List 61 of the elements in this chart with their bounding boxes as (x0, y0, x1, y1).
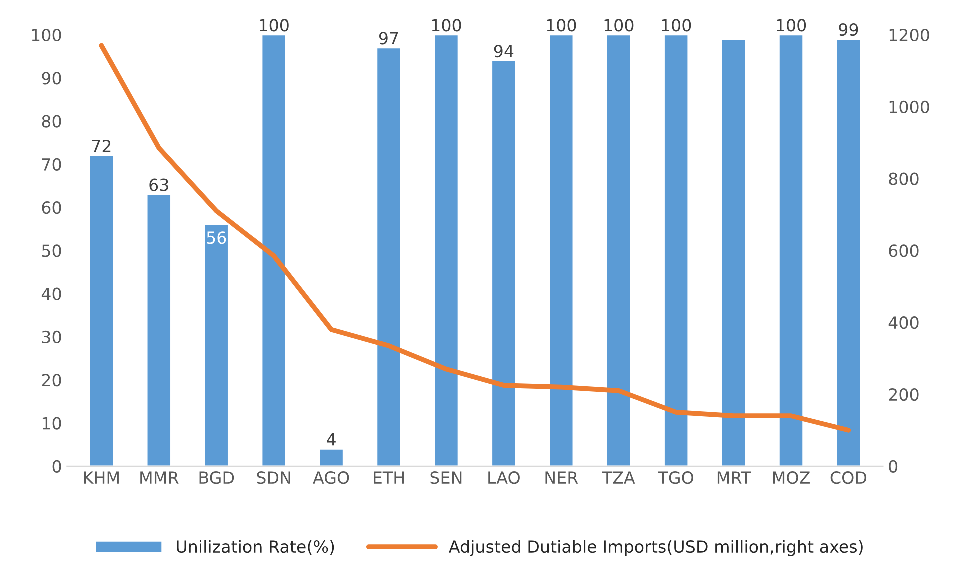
bar (721, 38, 747, 466)
x-tick-label: MRT (718, 472, 752, 484)
x-tick-label: LAO (488, 472, 520, 484)
data-label: 4 (327, 434, 336, 446)
data-label: 100 (260, 19, 289, 32)
bar (204, 224, 230, 466)
y-tick-label: 40 (42, 288, 62, 300)
data-label: 72 (92, 140, 111, 152)
x-tick-label: NER (546, 472, 578, 484)
data-label: 100 (662, 19, 692, 32)
y2-tick-label: 800 (889, 172, 919, 186)
y-tick-label: 60 (42, 202, 62, 214)
data-label: 99 (839, 23, 858, 36)
x-tick-label: KHM (84, 472, 119, 484)
bar (606, 34, 632, 466)
bar (261, 34, 287, 466)
y-tick-label: 80 (42, 115, 62, 128)
bar (548, 34, 574, 466)
x-tick-label: BGD (200, 472, 234, 484)
bar (146, 194, 172, 466)
data-label: 56 (207, 232, 226, 244)
x-tick-label: SDN (257, 472, 290, 484)
y2-tick-label: 1200 (890, 28, 930, 42)
data-label: 100 (432, 19, 462, 32)
x-tick-label: MOZ (773, 472, 810, 484)
legend-label: Adjusted Dutiable Imports(USD million,right axes) (449, 540, 863, 556)
x-tick-label: MMR (140, 472, 179, 484)
data-label: 94 (494, 45, 514, 58)
data-label: 100 (547, 19, 576, 32)
data-label: 63 (150, 178, 168, 192)
bar (778, 34, 804, 466)
y2-tick-label: 1000 (890, 100, 930, 114)
x-tick-label: COD (830, 472, 867, 484)
data-label: 97 (379, 32, 398, 45)
y2-tick-label: 0 (889, 460, 898, 473)
y-tick-label: 50 (42, 244, 62, 258)
x-tick-label: SEN (430, 472, 462, 484)
y-tick-label: 100 (32, 28, 62, 42)
y-tick-label: 90 (42, 72, 62, 85)
bar (434, 34, 460, 466)
x-tick-label: ETH (374, 472, 404, 484)
y2-tick-label: 400 (888, 316, 919, 330)
bar (88, 155, 114, 466)
y-tick-label: 10 (42, 417, 62, 430)
bar (664, 34, 690, 466)
bar (491, 60, 517, 466)
x-tick-label: TGO (658, 472, 694, 484)
y-tick-label: 0 (52, 460, 62, 473)
y2-tick-label: 600 (889, 244, 919, 258)
y-tick-label: 30 (42, 330, 62, 344)
y2-tick-label: 200 (889, 388, 919, 402)
bar (836, 38, 862, 466)
data-label: 100 (604, 19, 634, 32)
y-tick-label: 20 (42, 374, 62, 387)
x-tick-label: TZA (602, 472, 636, 484)
y-tick-label: 70 (42, 158, 62, 171)
bar (376, 47, 402, 466)
data-label: 100 (777, 19, 806, 32)
legend-label: Unilization Rate(%) (177, 540, 334, 556)
x-tick-label: AGO (313, 472, 350, 484)
bar (318, 448, 344, 466)
